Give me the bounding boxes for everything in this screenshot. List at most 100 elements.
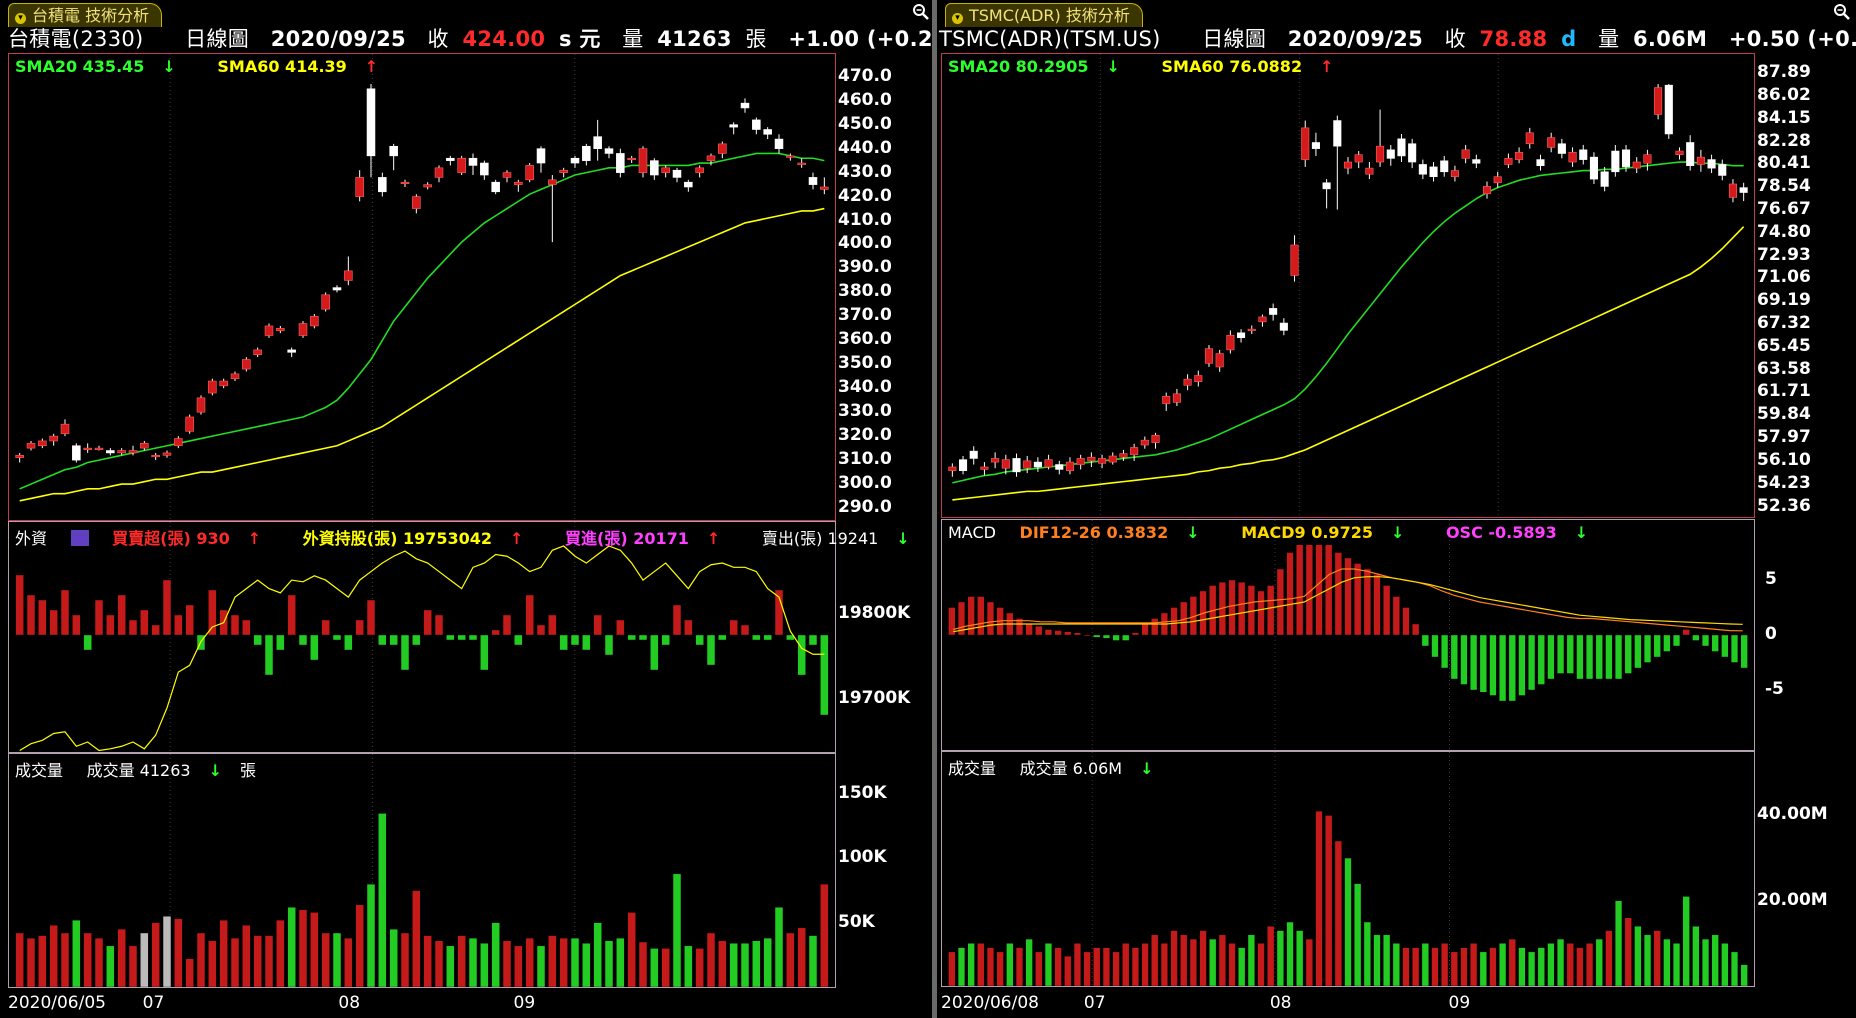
candle-body xyxy=(355,177,364,197)
candle-body xyxy=(400,181,410,185)
left-tab[interactable]: ▾ 台積電 技術分析 xyxy=(8,3,163,27)
left-price-panel[interactable]: SMA20 435.45 ↓ SMA60 414.39 ↑ xyxy=(8,53,836,521)
net-buy-sell-bar xyxy=(820,634,829,716)
volume-bar xyxy=(1556,938,1565,986)
volume-bar xyxy=(412,890,421,987)
volume-bar xyxy=(1122,943,1130,986)
volume-bar xyxy=(1402,947,1410,986)
candle-body xyxy=(174,438,183,447)
osc-bar xyxy=(1682,629,1690,636)
osc-bar xyxy=(1634,634,1642,669)
candle-body xyxy=(1076,458,1085,465)
left-date-axis: 2020/06/05 07 08 09 xyxy=(8,993,834,1015)
candle-body xyxy=(185,416,194,432)
candle-body xyxy=(491,181,500,193)
price-change: +0.50 (+0.64%) xyxy=(1728,27,1856,51)
zoom-icon[interactable] xyxy=(912,3,930,21)
close-value: 78.88 xyxy=(1479,27,1548,51)
net-buy-sell-bar xyxy=(706,634,716,666)
price-tick-label: 78.54 xyxy=(1757,176,1811,197)
volume-bar xyxy=(1209,938,1217,986)
right-price-panel[interactable]: SMA20 80.2905 ↓ SMA60 76.0882 ↑ xyxy=(941,53,1755,518)
volume-bar xyxy=(1141,943,1149,986)
candle-body xyxy=(820,186,829,190)
volume-bar xyxy=(1614,900,1623,986)
right-chart-pane: ▾ TSMC(ADR) 技術分析 TSMC(ADR)(TSM.US) 日線圖 20… xyxy=(937,0,1856,1018)
candle-body xyxy=(468,157,478,166)
osc-bar xyxy=(1373,574,1381,636)
right-tab[interactable]: ▾ TSMC(ADR) 技術分析 xyxy=(945,3,1143,27)
candle-body xyxy=(1450,170,1459,177)
volume-bar xyxy=(1170,930,1178,986)
close-suffix: s 元 xyxy=(558,27,601,51)
candle-body xyxy=(1472,159,1481,164)
volume-bar xyxy=(1035,951,1043,986)
net-buy-sell-bar xyxy=(638,634,648,641)
net-buy-sell-bar xyxy=(332,634,342,641)
buy-legend: 買進(張) 20171 ↑ xyxy=(565,529,721,548)
volume-bar xyxy=(1015,947,1024,986)
osc-bar xyxy=(1054,630,1062,636)
volume-bar xyxy=(355,904,364,987)
osc-legend: OSC -0.5893 ↓ xyxy=(1445,523,1589,542)
candle-body xyxy=(1140,439,1149,446)
menu-icon[interactable] xyxy=(70,530,89,546)
volume-bar xyxy=(948,951,956,986)
sma60-legend: SMA60 76.0882 ↑ xyxy=(1161,57,1334,76)
net-buy-sell-bar xyxy=(593,614,602,636)
candle-body xyxy=(60,423,70,435)
net-buy-sell-bar xyxy=(94,599,104,636)
volume-bar xyxy=(797,927,806,987)
price-tick-label: 69.19 xyxy=(1757,290,1811,311)
net-buy-sell-bar xyxy=(276,634,285,651)
net-buy-sell-bar xyxy=(672,604,682,636)
volume-bar xyxy=(72,919,81,987)
net-buy-sell-bar xyxy=(718,634,727,641)
volume-bar xyxy=(1566,943,1574,986)
left-volume-panel[interactable]: 成交量 成交量 41263 ↓ 張 xyxy=(8,753,836,988)
osc-bar xyxy=(967,596,975,636)
pane-splitter[interactable] xyxy=(932,0,937,1018)
volume-bar xyxy=(1547,943,1555,986)
date-tick-label: 09 xyxy=(1448,993,1471,1013)
zoom-icon[interactable] xyxy=(1833,3,1851,21)
osc-bar xyxy=(1518,634,1526,696)
left-volume-chart xyxy=(15,754,829,987)
volume-bar xyxy=(1006,943,1014,986)
left-foreign-panel[interactable]: 外資 買賣超(張) 930 ↑ 外資持股(張) 19753042 ↑ 買進(張) 2… xyxy=(8,521,910,753)
chevron-down-icon[interactable]: ▾ xyxy=(15,13,26,24)
volume-bar xyxy=(1441,943,1449,986)
osc-bar xyxy=(1470,634,1478,691)
candle-body xyxy=(1098,458,1107,464)
foreign-title: 外資 xyxy=(15,529,48,548)
candle-body xyxy=(151,455,160,458)
volume-bar xyxy=(1450,951,1458,986)
volume-bar xyxy=(1073,943,1082,986)
left-volume-scale: 150K 100K 50K xyxy=(838,753,930,986)
candle-body xyxy=(1461,149,1470,159)
volume-value: 6.06M xyxy=(1633,27,1708,51)
volume-bar xyxy=(570,937,580,987)
osc-bar xyxy=(1325,544,1333,636)
candle-body xyxy=(1279,322,1288,331)
right-volume-panel[interactable]: 成交量 成交量 6.06M ↓ xyxy=(941,751,1755,987)
left-price-scale: 470.0 460.0 450.0 440.0 430.0 420.0 410.0 400.0… xyxy=(838,53,930,519)
candle-body xyxy=(661,167,670,173)
candle-body xyxy=(1194,375,1203,382)
candle-body xyxy=(242,359,251,370)
candle-body xyxy=(106,450,115,454)
volume-bar xyxy=(1412,947,1420,986)
net-buy-sell-bar xyxy=(582,634,591,651)
right-quote-header: TSMC(ADR)(TSM.US) 日線圖 2020/09/25 收 78.88… xyxy=(939,26,1856,52)
right-macd-panel[interactable]: MACD DIF12-26 0.3832 ↓ MACD9 0.9725 ↓ OSC … xyxy=(941,519,1755,751)
volume-bar xyxy=(423,935,432,987)
candle-body xyxy=(672,169,682,178)
osc-bar xyxy=(1643,634,1652,663)
left-price-chart xyxy=(15,54,829,520)
candle-body xyxy=(1686,142,1695,166)
net-buy-sell-bar xyxy=(525,594,534,636)
volume-title: 成交量 xyxy=(948,759,997,778)
volume-bar xyxy=(1576,947,1584,986)
chevron-down-icon[interactable]: ▾ xyxy=(952,13,963,24)
price-tick-label: 350.0 xyxy=(838,353,892,374)
